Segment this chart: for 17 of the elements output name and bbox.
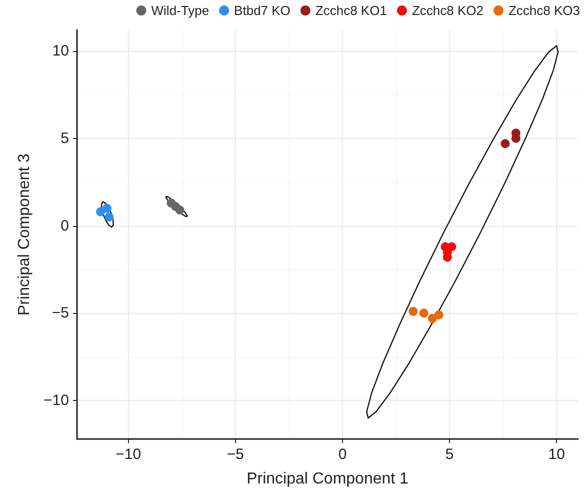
x-tick-label: 0	[338, 446, 347, 463]
legend-label: Zcchc8 KO3	[508, 3, 580, 18]
y-tick-label: 10	[52, 42, 69, 60]
legend-label: Wild-Type	[151, 3, 210, 18]
y-tick-label: 5	[60, 130, 69, 147]
legend-label: Btbd7 KO	[234, 3, 290, 18]
x-tick-label: −5	[226, 446, 244, 463]
x-tick-label: 5	[445, 446, 454, 463]
x-tick-label: −10	[116, 446, 142, 463]
legend-label: Zcchc8 KO2	[412, 3, 484, 18]
y-tick-label: −10	[44, 392, 69, 410]
x-axis-title: Principal Component 1	[246, 470, 409, 488]
y-tick-label: 0	[60, 217, 69, 234]
x-tick-label: 10	[548, 446, 565, 463]
legend-label: Zcchc8 KO1	[315, 3, 387, 18]
y-axis-title: Principal Component 3	[16, 153, 34, 316]
y-tick-label: −5	[52, 304, 69, 322]
